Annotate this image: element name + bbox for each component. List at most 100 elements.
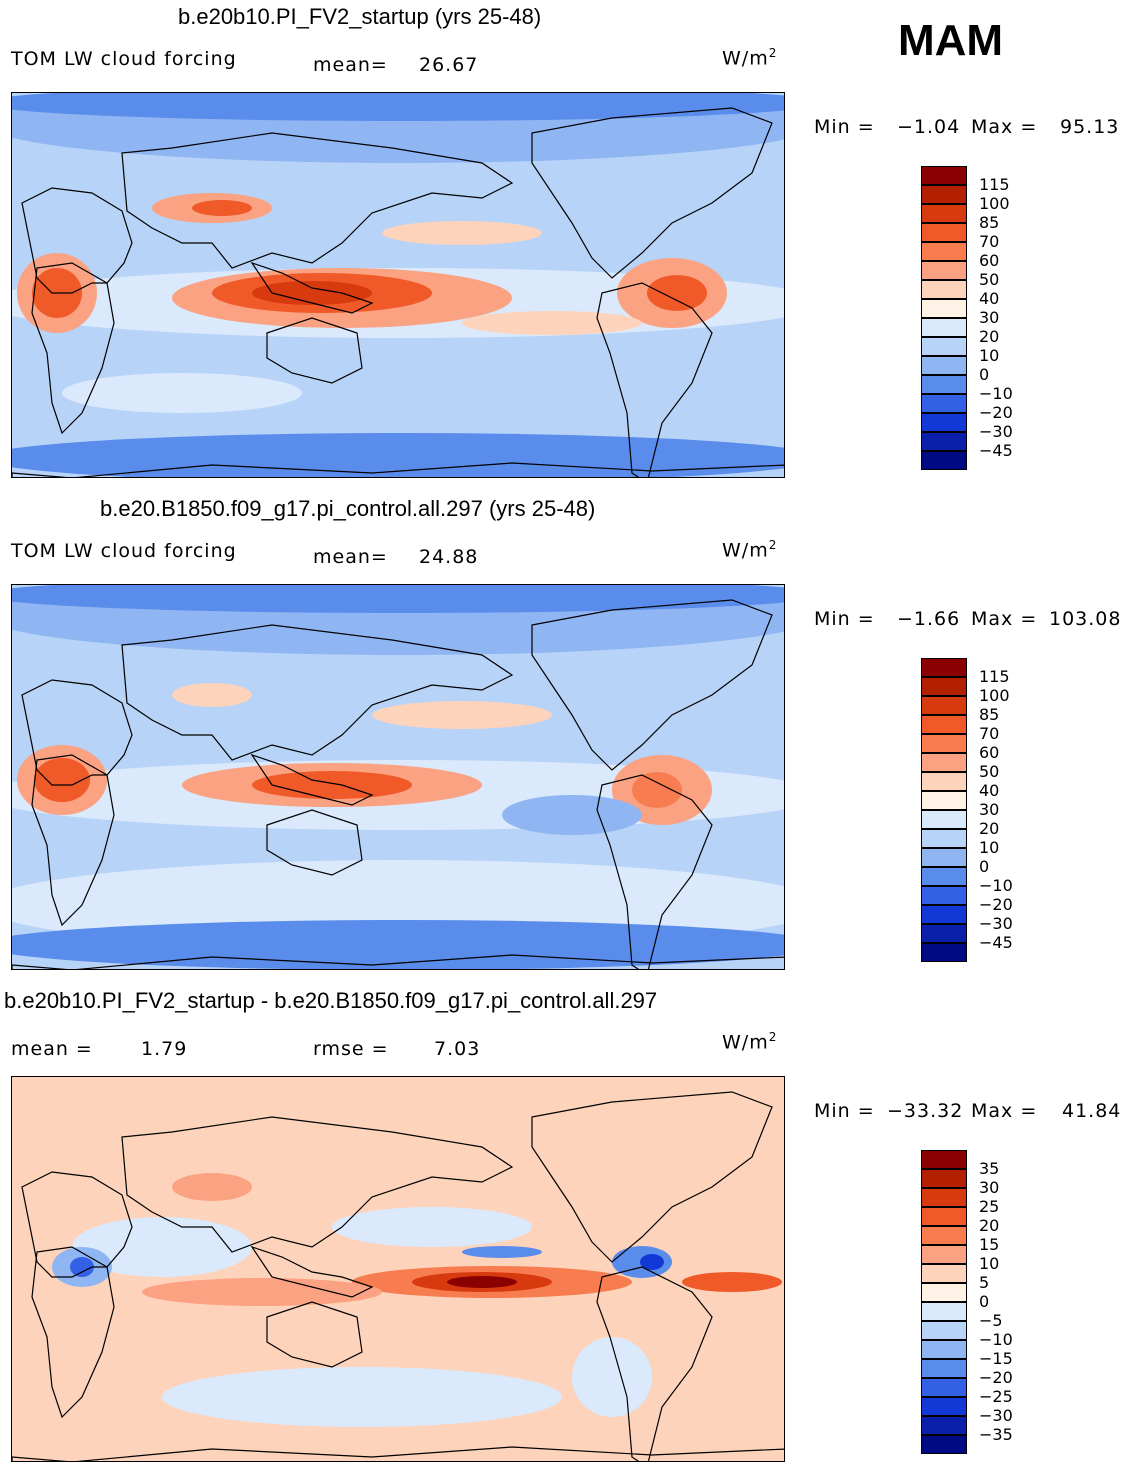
colorbar-cell — [921, 1207, 967, 1226]
colorbar-tick-label: −10 — [979, 1330, 1013, 1349]
colorbar-tick-label: −45 — [979, 441, 1013, 460]
coastline — [31, 754, 115, 927]
colorbar-tick-label: −5 — [979, 1311, 1003, 1330]
colorbar-tick-label: 15 — [979, 1235, 1000, 1254]
rmse-label: rmse = — [313, 1038, 389, 1060]
field-contour — [142, 1278, 382, 1306]
colorbar-cell — [921, 166, 967, 185]
colorbar-cell — [921, 715, 967, 734]
colorbar: 35 30 25 20 15 10 5 0 −5 −10 −15 −20 −25 −30 −35 — [921, 1150, 1013, 1454]
panel-title: b.e20.B1850.f09_g17.pi_control.all.297 (… — [100, 496, 596, 521]
variable-label: TOM LW cloud forcing — [11, 540, 237, 562]
panel-title: b.e20b10.PI_FV2_startup (yrs 25-48) — [178, 4, 542, 29]
colorbar-tick-label: 50 — [979, 270, 1000, 289]
colorbar-tick-label: −25 — [979, 1387, 1013, 1406]
colorbar-cell — [921, 1226, 967, 1245]
colorbar-tick-label: 30 — [979, 308, 1000, 327]
colorbar-cell — [921, 413, 967, 432]
colorbar-cell — [921, 242, 967, 261]
colorbar-tick-label: 115 — [979, 667, 1010, 686]
min-value: −33.32 — [887, 1100, 964, 1122]
map-svg — [12, 1077, 784, 1461]
field-contour — [12, 585, 784, 613]
coastline — [31, 1246, 115, 1419]
map-plot — [11, 1076, 785, 1462]
colorbar-cell — [921, 943, 967, 962]
colorbar-tick-label: 5 — [979, 1273, 990, 1292]
colorbar-cell — [921, 924, 967, 943]
colorbar-cell — [921, 394, 967, 413]
field-contour — [372, 701, 552, 729]
colorbar-cell — [921, 696, 967, 715]
max-label: Max = — [971, 116, 1038, 138]
colorbar-cell — [921, 886, 967, 905]
colorbar-cell — [921, 1321, 967, 1340]
colorbar-cell — [921, 356, 967, 375]
field-contour — [682, 1272, 782, 1292]
field-contour — [12, 1087, 784, 1147]
colorbar-cell — [921, 848, 967, 867]
coastline — [250, 753, 374, 806]
mean-value: 24.88 — [419, 546, 479, 568]
colorbar-cell — [921, 829, 967, 848]
colorbar-tick-label: 60 — [979, 743, 1000, 762]
field-contour — [12, 920, 784, 969]
colorbar-cell — [921, 810, 967, 829]
coastline — [31, 262, 115, 435]
colorbar-tick-label: 30 — [979, 800, 1000, 819]
colorbar-tick-label: 85 — [979, 705, 1000, 724]
map-plot — [11, 92, 785, 478]
colorbar-tick-label: −10 — [979, 384, 1013, 403]
colorbar-cell — [921, 1397, 967, 1416]
coastline — [531, 107, 773, 279]
max-label: Max = — [971, 1100, 1038, 1122]
colorbar-tick-label: 115 — [979, 175, 1010, 194]
colorbar-tick-label: 50 — [979, 762, 1000, 781]
field-contour — [447, 1276, 517, 1288]
colorbar-cell — [921, 204, 967, 223]
colorbar-tick-label: 85 — [979, 213, 1000, 232]
units-label: W/m2 — [722, 1030, 778, 1054]
rmse-value: 7.03 — [434, 1038, 481, 1060]
min-label: Min = — [814, 116, 875, 138]
colorbar-cell — [921, 280, 967, 299]
field-contour — [252, 771, 412, 799]
colorbar-cell — [921, 791, 967, 810]
colorbar-tick-label: 100 — [979, 194, 1010, 213]
coastline — [596, 1266, 713, 1461]
colorbar-cell — [921, 1359, 967, 1378]
units-label: W/m2 — [722, 46, 778, 70]
colorbar-cell — [921, 1188, 967, 1207]
colorbar-tick-label: −15 — [979, 1349, 1013, 1368]
colorbar-tick-label: 0 — [979, 365, 990, 384]
colorbar-tick-label: 20 — [979, 819, 1000, 838]
panel-title: b.e20b10.PI_FV2_startup - b.e20.B1850.f0… — [4, 988, 658, 1013]
colorbar-tick-label: 35 — [979, 1159, 1000, 1178]
coastline — [12, 954, 784, 969]
colorbar-tick-label: 30 — [979, 1178, 1000, 1197]
colorbar-tick-label: 10 — [979, 346, 1000, 365]
colorbar-tick-label: 25 — [979, 1197, 1000, 1216]
season-label: MAM — [898, 16, 1004, 65]
colorbar-cell — [921, 299, 967, 318]
colorbar-tick-label: 0 — [979, 1292, 990, 1311]
panel-2: b.e20.B1850.f09_g17.pi_control.all.297 (… — [0, 492, 1127, 982]
colorbar-tick-label: 40 — [979, 781, 1000, 800]
field-contour — [34, 758, 90, 802]
variable-label: TOM LW cloud forcing — [11, 48, 237, 70]
min-value: −1.66 — [897, 608, 961, 630]
coastline — [250, 1245, 374, 1298]
coastline — [121, 1116, 514, 1253]
colorbar: 115 100 85 70 60 50 40 30 20 10 0 −10 −20 −30 −45 — [921, 166, 1013, 470]
colorbar-tick-label: −20 — [979, 1368, 1013, 1387]
colorbar-cell — [921, 318, 967, 337]
min-label: Min = — [814, 1100, 875, 1122]
field-contour — [192, 200, 252, 216]
colorbar-cell — [921, 1169, 967, 1188]
colorbar-cell — [921, 451, 967, 470]
colorbar-tick-label: −30 — [979, 914, 1013, 933]
mean-value: 26.67 — [419, 54, 479, 76]
colorbar-tick-label: 20 — [979, 1216, 1000, 1235]
colorbar-cell — [921, 337, 967, 356]
colorbar-tick-label: 10 — [979, 838, 1000, 857]
